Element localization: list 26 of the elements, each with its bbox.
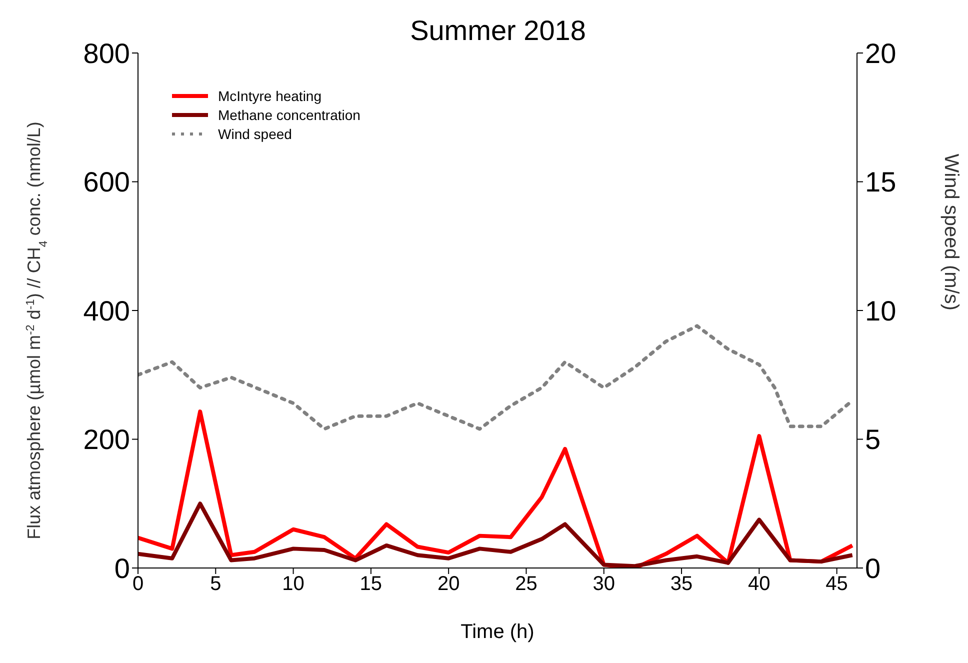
x-tick-label: 35 [670, 573, 693, 596]
y2-tick-label: 20 [865, 38, 896, 69]
y2-tick-label: 10 [865, 295, 896, 326]
x-tick-label: 0 [132, 573, 144, 596]
y2-tick-label: 15 [865, 166, 896, 198]
y2-tick-label: 5 [865, 424, 881, 456]
y-tick-label: 400 [83, 295, 130, 326]
x-tick-label: 10 [282, 573, 304, 596]
legend-label: McIntyre heating [218, 88, 322, 104]
x-axis-title: Time (h) [460, 621, 534, 643]
y2-axis-title: Wind speed (m/s) [940, 154, 962, 310]
x-tick-label: 5 [210, 573, 222, 596]
x-tick-label: 40 [748, 573, 770, 596]
line-series [138, 410, 854, 568]
x-tick-label: 45 [826, 573, 848, 596]
y-tick-label: 600 [83, 166, 130, 198]
legend-label: Wind speed [218, 126, 292, 142]
x-tick-label: 15 [360, 573, 382, 596]
legend-label: Methane concentration [218, 106, 360, 122]
x-tick-label: 20 [437, 573, 460, 596]
line-series [138, 502, 854, 568]
x-tick-label: 25 [515, 573, 538, 596]
y-tick-label: 800 [83, 38, 130, 69]
chart-title: Summer 2018 [410, 15, 586, 46]
x-tick-label: 30 [592, 573, 615, 596]
y-tick-label: 200 [83, 424, 130, 456]
